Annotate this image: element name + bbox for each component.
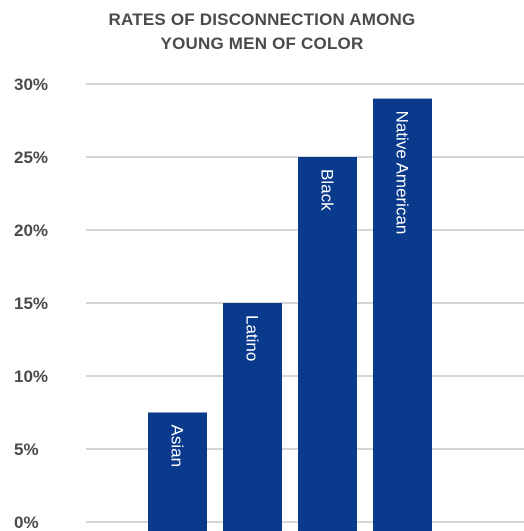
chart-title: RATES OF DISCONNECTION AMONG YOUNG MEN O… (0, 8, 524, 56)
bar-latino (223, 303, 282, 531)
bar-labels: Asian Latino Black Native American (168, 111, 412, 467)
bar-label-latino: Latino (243, 315, 262, 361)
bar-label-black: Black (318, 169, 337, 211)
y-axis-tick-labels: 0% 5% 10% 15% 20% 25% 30% (14, 75, 48, 531)
bar-label-native-american: Native American (393, 111, 412, 235)
y-tick-label-30: 30% (14, 75, 48, 94)
y-tick-label-15: 15% (14, 294, 48, 313)
bar-label-asian: Asian (168, 425, 187, 468)
y-tick-label-5: 5% (14, 440, 39, 459)
chart-title-line-1: RATES OF DISCONNECTION AMONG (108, 10, 416, 29)
y-tick-label-25: 25% (14, 148, 48, 167)
y-tick-label-0: 0% (14, 513, 39, 531)
bar-asian (148, 412, 207, 531)
bar-native-american (373, 98, 432, 531)
bar-black (298, 157, 357, 531)
bars (148, 98, 432, 531)
y-tick-label-10: 10% (14, 367, 48, 386)
y-tick-label-20: 20% (14, 221, 48, 240)
chart-title-line-2: YOUNG MEN OF COLOR (160, 34, 364, 53)
